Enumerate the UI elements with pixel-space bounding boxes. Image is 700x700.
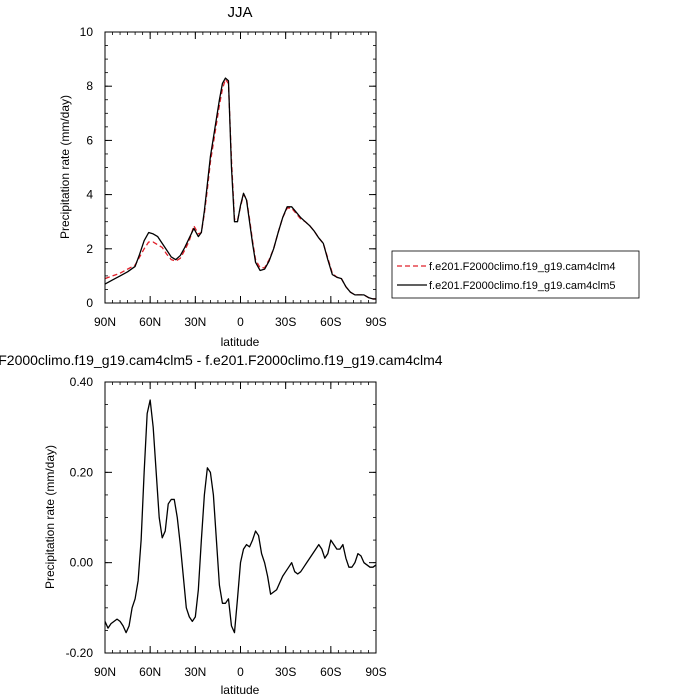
bottom-y-tick-label: 0.00 bbox=[70, 556, 94, 570]
bottom-series-line-0 bbox=[104, 399, 377, 634]
top-y-tick-label: 10 bbox=[80, 25, 94, 39]
top-x-axis-label: latitude bbox=[221, 335, 260, 349]
bottom-x-tick-label: 60S bbox=[320, 665, 341, 679]
legend-box bbox=[391, 250, 640, 299]
top-y-tick-label: 4 bbox=[86, 188, 93, 202]
top-plot-frame bbox=[104, 31, 377, 304]
bottom-x-tick-label: 30N bbox=[184, 665, 206, 679]
top-y-tick-label: 6 bbox=[86, 133, 93, 147]
bottom-x-tick-label: 0 bbox=[237, 665, 244, 679]
top-y-tick-label: 8 bbox=[86, 79, 93, 93]
bottom-y-tick-label: -0.20 bbox=[66, 646, 94, 660]
bottom-y-tick-label: 0.20 bbox=[70, 465, 94, 479]
top-x-tick-label: 60N bbox=[139, 315, 161, 329]
top-x-tick-label: 30N bbox=[184, 315, 206, 329]
legend: f.e201.F2000climo.f19_g19.cam4clm4 f.e20… bbox=[391, 250, 640, 299]
bottom-plot-frame bbox=[104, 381, 377, 654]
top-x-tick-label: 90S bbox=[365, 315, 386, 329]
bottom-y-tick-label: 0.40 bbox=[70, 375, 94, 389]
bottom-x-tick-label: 30S bbox=[275, 665, 296, 679]
bottom-x-tick-label: 90N bbox=[94, 665, 116, 679]
bottom-chart-title: f.e201.F2000climo.f19_g19.cam4clm5 - f.e… bbox=[0, 352, 443, 368]
bottom-axis-ticks: 90N 60N 30N 0 30S 60S 90S -0.20 0.00 0.20 0.40 bbox=[66, 375, 387, 679]
top-axis-ticks: 90N 60N 30N 0 30S 60S 90S 0 2 4 6 8 10 bbox=[80, 25, 387, 329]
top-series-lines bbox=[104, 77, 376, 300]
bottom-series-lines bbox=[104, 399, 377, 634]
bottom-y-axis-label: Precipitation rate (mm/day) bbox=[43, 445, 57, 589]
top-x-tick-label: 0 bbox=[237, 315, 244, 329]
bottom-x-tick-label: 60N bbox=[139, 665, 161, 679]
top-x-tick-label: 60S bbox=[320, 315, 341, 329]
top-y-axis-label: Precipitation rate (mm/day) bbox=[58, 95, 72, 239]
legend-label-clm4: f.e201.F2000climo.f19_g19.cam4clm4 bbox=[429, 261, 616, 273]
legend-label-clm5: f.e201.F2000climo.f19_g19.cam4clm5 bbox=[429, 280, 616, 292]
top-chart-title: JJA bbox=[227, 4, 252, 21]
top-x-tick-label: 90N bbox=[94, 315, 116, 329]
bottom-x-tick-label: 90S bbox=[365, 665, 386, 679]
bottom-x-axis-label: latitude bbox=[221, 683, 260, 697]
top-series-line-1 bbox=[104, 77, 376, 300]
top-series-line-0 bbox=[104, 78, 376, 300]
bottom-panel: f.e201.F2000climo.f19_g19.cam4clm5 - f.e… bbox=[0, 352, 443, 697]
top-y-tick-label: 0 bbox=[86, 296, 93, 310]
top-y-tick-label: 2 bbox=[86, 242, 93, 256]
top-x-tick-label: 30S bbox=[275, 315, 296, 329]
